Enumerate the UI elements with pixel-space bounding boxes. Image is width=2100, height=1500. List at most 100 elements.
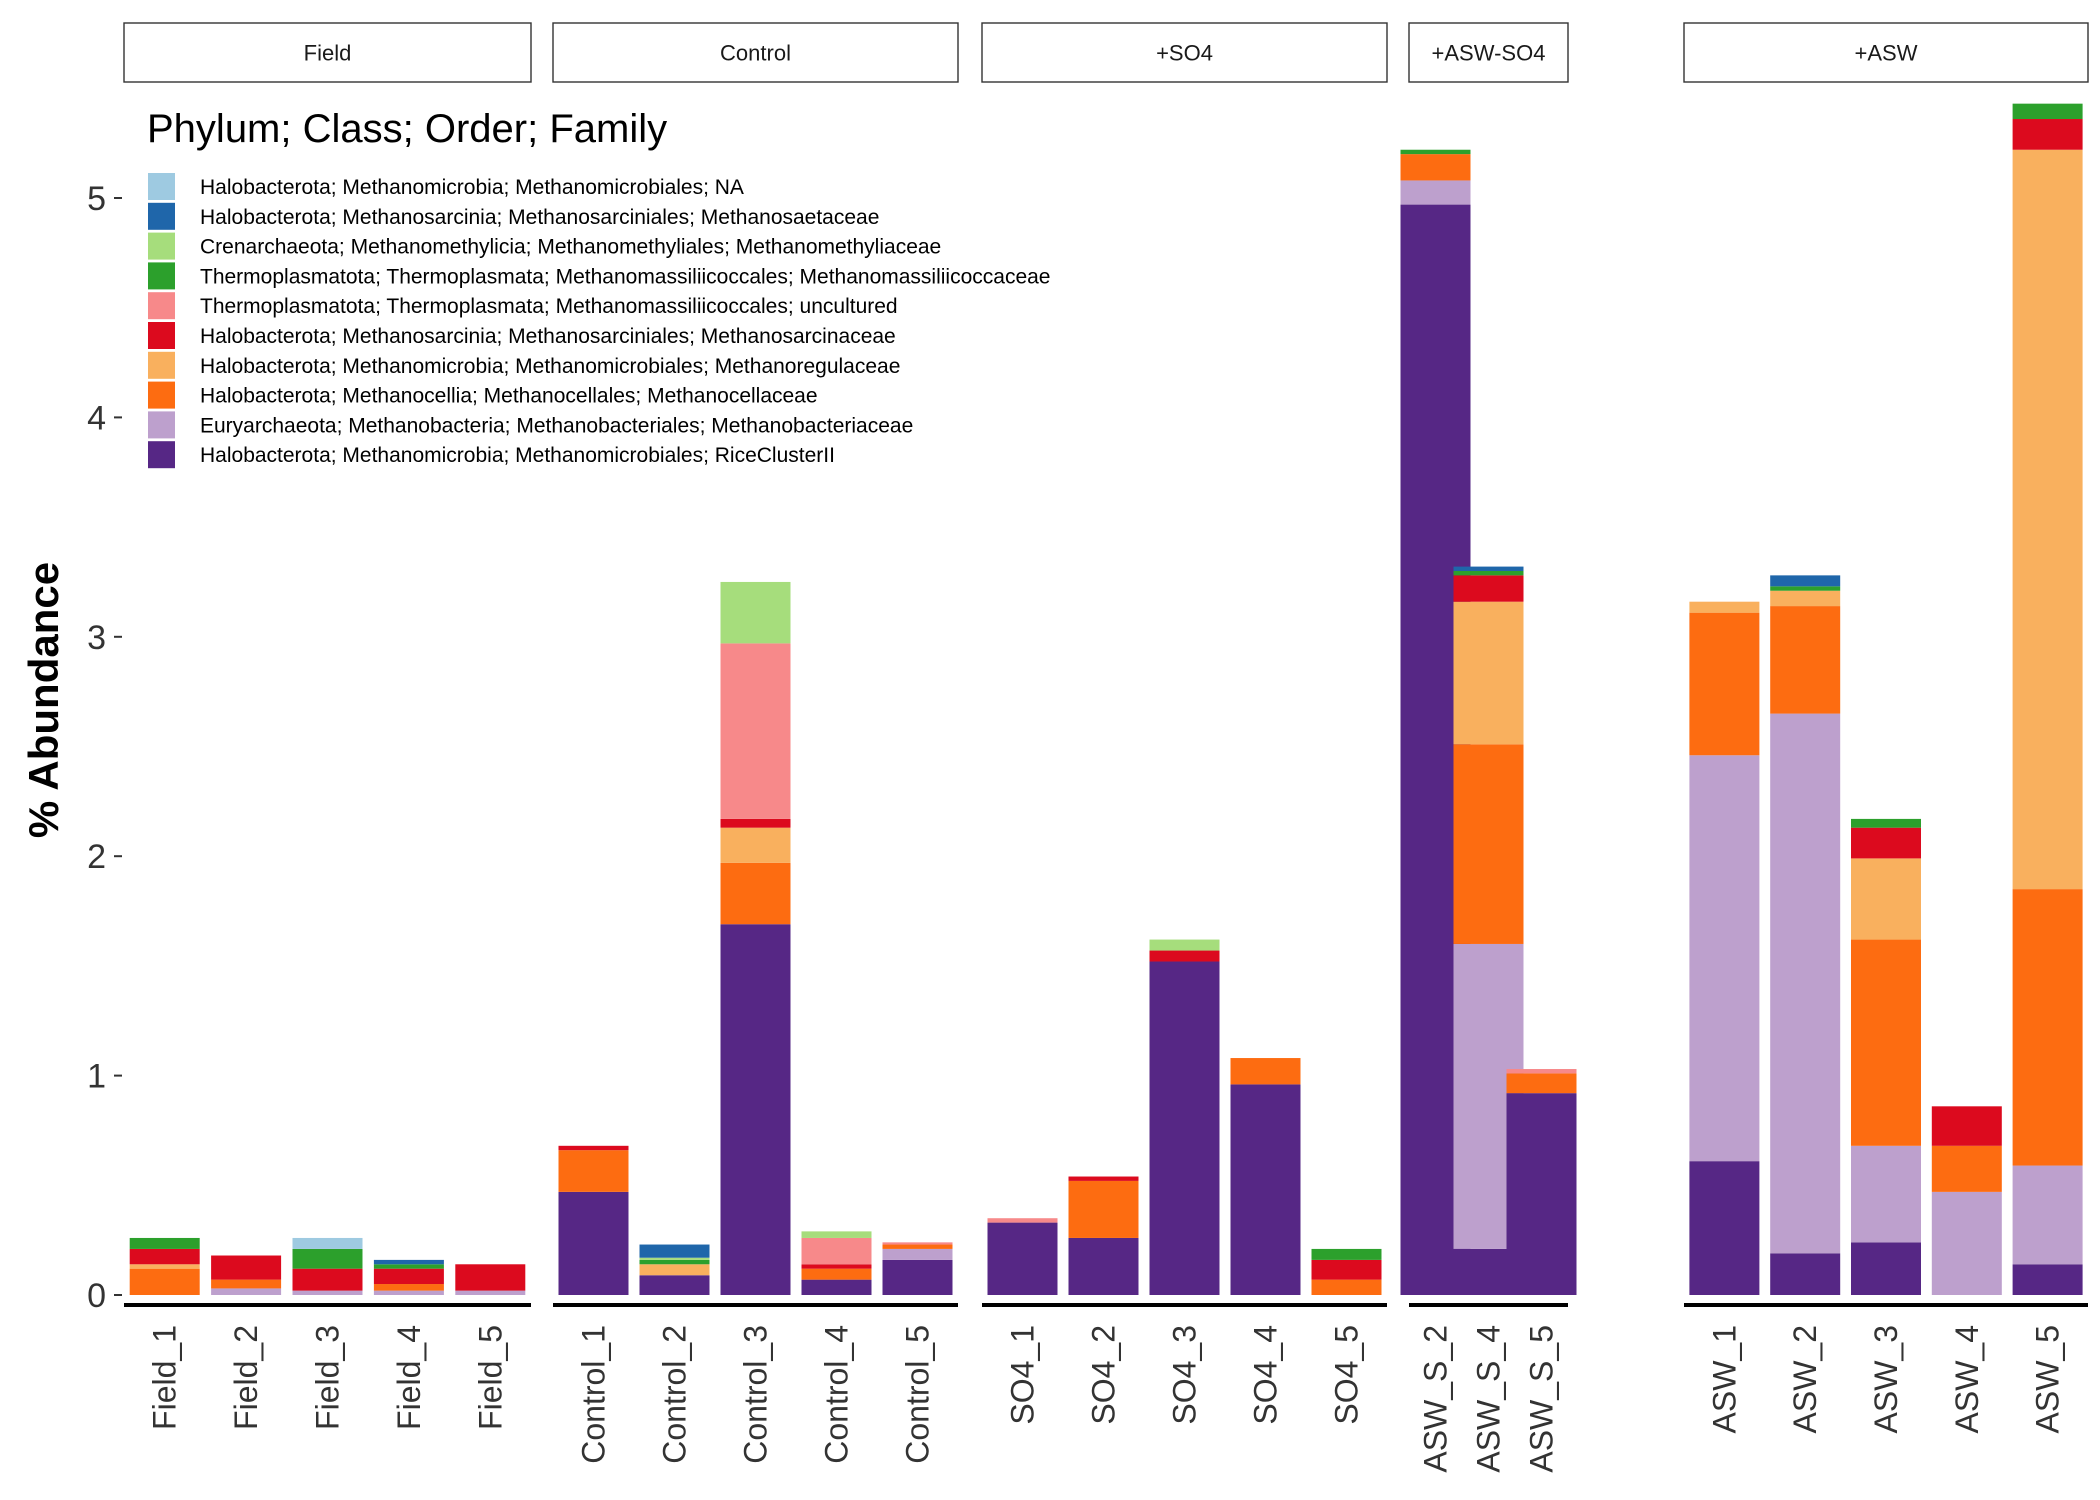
facet-so4: +SO4 SO4_1 SO4_2 SO4_3 SO4_4 SO4_5 (981, 22, 1388, 1425)
legend-label: Halobacterota; Methanosarcinia; Methanos… (200, 206, 879, 229)
bar-so4-3 (1149, 939, 1220, 1295)
bar-field-4 (373, 1259, 444, 1295)
x-tick-label: SO4_5 (1329, 1325, 1365, 1425)
bar-asw-2 (1770, 575, 1841, 1295)
y-tick-label: 1 (87, 1058, 106, 1096)
bar-field-2 (211, 1255, 282, 1295)
legend-swatch (148, 173, 175, 200)
bar-segment (1770, 575, 1841, 587)
y-axis: 0 1 2 3 4 5 (87, 180, 122, 1315)
facet-strip (123, 22, 532, 83)
legend-swatch (148, 441, 175, 469)
x-tick-label: Control_5 (900, 1325, 936, 1464)
bar-segment (1851, 1145, 1921, 1243)
bar-segment (639, 1259, 710, 1265)
legend-item: Halobacterota; Methanocellia; Methanocel… (148, 381, 818, 409)
x-tick-label: SO4_1 (1005, 1325, 1041, 1425)
bar-segment (373, 1264, 444, 1269)
bar-segment (1400, 154, 1471, 181)
bar-segment (1453, 566, 1524, 571)
bar-segment (1770, 1253, 1841, 1295)
x-tick-label: ASW_S_2 (1418, 1325, 1454, 1473)
facet-strip (981, 22, 1388, 83)
y-tick-label: 2 (87, 838, 106, 876)
legend-label: Thermoplasmatota; Thermoplasmata; Methan… (200, 295, 898, 318)
x-tick-label: Field_2 (228, 1325, 264, 1430)
legend-swatch (148, 262, 175, 290)
bar-control-3 (720, 581, 791, 1295)
bar-control-4 (801, 1231, 872, 1295)
bar-segment (1506, 1069, 1577, 1074)
bar-segment (639, 1264, 710, 1276)
bar-segment (720, 581, 791, 644)
legend-item: Halobacterota; Methanomicrobia; Methanom… (148, 173, 744, 200)
bar-segment (1931, 1191, 2002, 1295)
bar-segment (801, 1231, 872, 1238)
bar-segment (801, 1264, 872, 1269)
y-tick-label: 0 (87, 1277, 106, 1315)
facet-strip-label: Field (304, 41, 352, 66)
bar-segment (1931, 1106, 2002, 1146)
y-tick-label: 5 (87, 180, 106, 218)
bar-field-5 (455, 1264, 526, 1295)
bar-segment (373, 1290, 444, 1295)
bar-segment (1453, 575, 1524, 602)
bar-segment (720, 924, 791, 1295)
bar-segment (639, 1275, 710, 1295)
legend-item: Halobacterota; Methanomicrobia; Methanom… (148, 441, 835, 469)
bar-segment (1851, 818, 1921, 828)
facet-strip-label: +SO4 (1156, 41, 1213, 66)
bar-segment (801, 1279, 872, 1295)
x-tick-label: Field_4 (391, 1325, 427, 1430)
bar-asw-s-5 (1506, 1069, 1577, 1295)
bar-segment (292, 1237, 363, 1249)
bar-segment (1311, 1248, 1382, 1260)
bar-segment (1689, 1161, 1760, 1295)
bar-asw-5 (2012, 103, 2083, 1295)
bar-so4-4 (1230, 1058, 1301, 1295)
x-tick-label: Control_1 (576, 1325, 612, 1464)
legend-label: Halobacterota; Methanomicrobia; Methanom… (200, 444, 835, 467)
bar-segment (882, 1248, 953, 1260)
y-axis-title: % Abundance (20, 562, 67, 838)
bar-field-1 (129, 1237, 200, 1295)
legend-label: Crenarchaeota; Methanomethylicia; Methan… (200, 236, 941, 259)
bar-segment (1689, 601, 1760, 613)
bar-segment (882, 1259, 953, 1295)
bar-segment (1311, 1279, 1382, 1295)
bar-control-2 (639, 1244, 710, 1295)
bar-segment (1931, 1145, 2002, 1192)
bar-segment (2012, 889, 2083, 1166)
bar-segment (720, 827, 791, 863)
bar-segment (2012, 1264, 2083, 1295)
legend-label: Halobacterota; Methanosarcinia; Methanos… (200, 325, 896, 348)
legend-swatch (148, 381, 175, 409)
bar-segment (1230, 1058, 1301, 1085)
bar-segment (211, 1279, 282, 1289)
legend-item: Crenarchaeota; Methanomethylicia; Methan… (148, 232, 941, 260)
bar-segment (1149, 939, 1220, 951)
legend-item: Halobacterota; Methanomicrobia; Methanom… (148, 351, 900, 379)
bar-segment (1851, 858, 1921, 940)
x-tick-label: ASW_5 (2030, 1325, 2066, 1433)
bar-segment (1770, 586, 1841, 591)
bar-segment (1400, 180, 1471, 205)
bar-segment (1851, 939, 1921, 1146)
legend-label: Thermoplasmatota; Thermoplasmata; Methan… (200, 265, 1050, 288)
legend-swatch (148, 232, 175, 260)
bar-segment (1506, 1093, 1577, 1295)
bar-segment (2012, 1165, 2083, 1265)
bar-asw-1 (1689, 601, 1760, 1295)
bar-segment (1689, 755, 1760, 1162)
bar-segment (1311, 1259, 1382, 1280)
bar-so4-1 (987, 1218, 1058, 1295)
legend-swatch (148, 411, 175, 439)
bar-segment (987, 1218, 1058, 1223)
legend-item: Thermoplasmatota; Thermoplasmata; Methan… (148, 292, 898, 320)
legend-item: Halobacterota; Methanosarcinia; Methanos… (148, 322, 896, 349)
bar-asw-3 (1851, 818, 1921, 1295)
y-tick-label: 3 (87, 619, 106, 657)
bar-segment (801, 1237, 872, 1265)
x-tick-label: Field_1 (147, 1325, 183, 1430)
